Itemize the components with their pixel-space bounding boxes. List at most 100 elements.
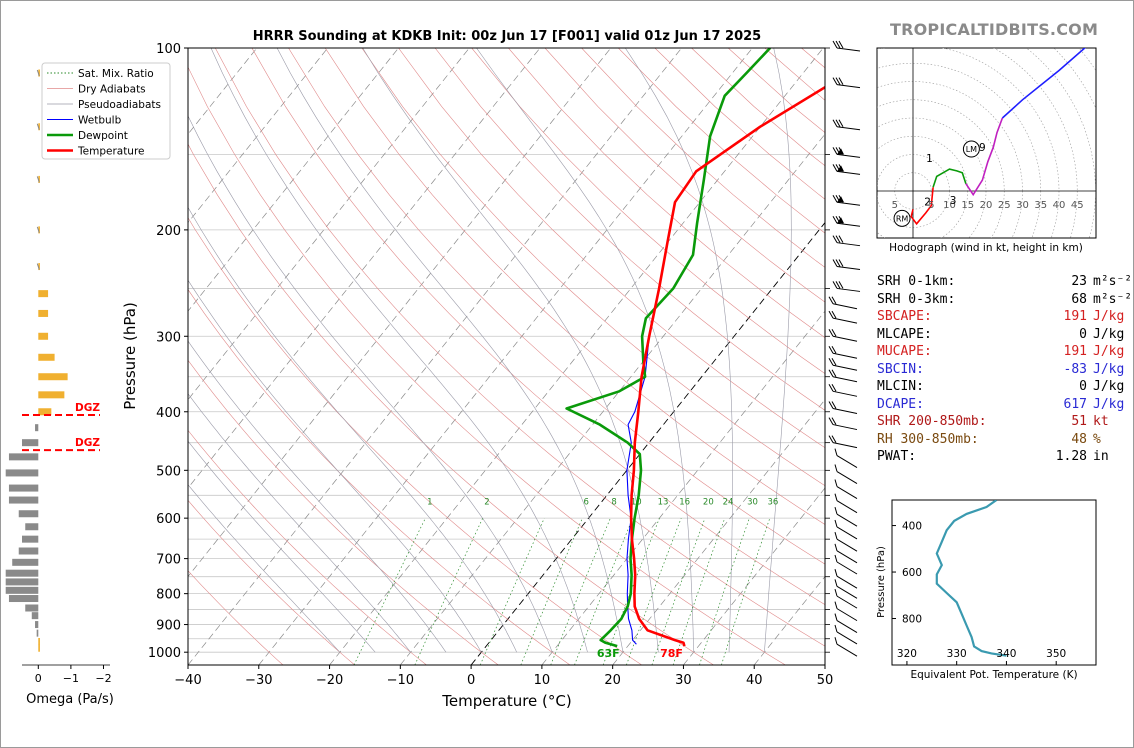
wind-barb xyxy=(832,259,861,271)
stat-unit: J/kg xyxy=(1093,361,1125,377)
wind-barb-staff xyxy=(836,471,858,484)
stat-unit: J/kg xyxy=(1093,326,1125,342)
stat-row: MUCAPE: 191 J/kg xyxy=(877,343,1132,361)
wind-barb xyxy=(834,532,858,552)
wind-barb-pennant xyxy=(837,165,844,172)
wind-barb xyxy=(828,435,858,449)
legend-box xyxy=(41,62,171,160)
mixing-ratio-line xyxy=(626,518,682,665)
stat-value: 191 xyxy=(1063,309,1087,324)
hodograph-tick-label: 5 xyxy=(928,200,934,211)
dry-adiabat xyxy=(398,48,825,449)
omega-x-tick-label: −1 xyxy=(63,672,79,685)
thetae-y-tick-label: 800 xyxy=(902,614,922,626)
wind-barb-flag xyxy=(834,601,838,609)
wind-barb-flag xyxy=(831,369,837,377)
y-tick-label: 600 xyxy=(156,512,181,527)
x-tick-label: 20 xyxy=(604,673,621,688)
wind-barb xyxy=(828,329,858,342)
wind-barb-flag xyxy=(835,281,841,289)
omega-bar xyxy=(38,226,40,234)
pseudoadiabat xyxy=(210,48,588,653)
y-tick-label: 200 xyxy=(156,224,181,239)
mixing-ratio-label: 1 xyxy=(427,497,432,507)
thetae-y-axis-label: Pressure (hPa) xyxy=(876,546,887,618)
omega-bar xyxy=(18,547,39,555)
wind-barb-flag xyxy=(832,259,838,267)
omega-bar xyxy=(38,353,55,361)
omega-bar xyxy=(38,644,40,652)
omega-bar xyxy=(5,569,39,577)
wind-barb xyxy=(832,194,861,206)
mixing-ratio-line xyxy=(721,518,771,665)
wind-barb-staff xyxy=(836,500,858,514)
omega-marker xyxy=(36,226,40,234)
omega-bar xyxy=(25,523,39,531)
wind-barb-flag xyxy=(838,119,844,127)
wind-barb-staff xyxy=(836,153,861,158)
wind-barb-flag xyxy=(828,310,834,319)
stat-unit: J/kg xyxy=(1093,396,1125,412)
hodograph-frame xyxy=(876,47,1097,239)
omega-bar xyxy=(38,408,52,416)
stat-label: PWAT: xyxy=(877,449,917,464)
wind-barb-pennant xyxy=(837,196,844,203)
stat-row: SRH 0-1km: 23 m²s⁻² xyxy=(877,273,1132,291)
x-tick-label: 40 xyxy=(746,673,763,688)
wind-barb-staff xyxy=(836,643,858,657)
wind-barb-staff xyxy=(836,561,858,575)
wind-barb xyxy=(832,281,861,292)
wind-barb-staff xyxy=(832,335,858,342)
omega-bar xyxy=(38,69,40,77)
dry-adiabat xyxy=(188,289,571,665)
omega-bar xyxy=(35,621,39,629)
stat-row: PWAT: 1.28 in xyxy=(877,448,1132,466)
stat-unit: J/kg xyxy=(1093,309,1125,324)
wetbulb-profile xyxy=(626,288,660,645)
x-tick-label: −10 xyxy=(387,673,414,688)
legend-label: Wetbulb xyxy=(78,115,122,127)
stat-row: RH 300-850mb: 48% xyxy=(877,431,1132,449)
wind-barb-flag xyxy=(831,310,837,319)
omega-marker xyxy=(36,176,40,183)
wind-barb-flag xyxy=(828,384,834,392)
hodograph-tick-label: 40 xyxy=(1053,200,1066,211)
hodograph-trace xyxy=(965,117,1004,197)
omega-x-tick-label: −2 xyxy=(95,672,111,685)
wind-barb xyxy=(834,448,858,469)
isotherm-line xyxy=(258,48,753,665)
wind-barb-flag xyxy=(831,435,837,443)
stat-label: DCAPE: xyxy=(877,396,924,412)
mixing-ratio-label: 8 xyxy=(611,497,616,507)
wind-barb-staff xyxy=(832,303,858,310)
wind-barb-staff xyxy=(836,126,861,131)
omega-axis-label: Omega (Pa/s) xyxy=(26,692,114,707)
y-tick-label: 500 xyxy=(156,464,181,479)
wind-barb-flag xyxy=(828,345,834,354)
wind-barb-flag xyxy=(832,194,838,203)
wind-barb-staff xyxy=(836,513,858,527)
wind-barb-flag xyxy=(831,384,837,392)
wind-barb-staff xyxy=(836,222,861,227)
thetae-x-tick-label: 320 xyxy=(897,648,917,660)
wind-barb-flag xyxy=(838,77,844,85)
wind-barb-flag xyxy=(834,569,838,577)
isotherm-line xyxy=(188,48,612,578)
omega-bar xyxy=(31,612,39,620)
wind-barb-flag xyxy=(828,329,834,337)
wind-barb-staff xyxy=(836,620,858,633)
stat-unit: m²s⁻² xyxy=(1093,291,1133,307)
wind-barb-flag xyxy=(834,493,838,501)
y-tick-label: 700 xyxy=(156,553,181,568)
pseudoadiabat xyxy=(764,48,792,653)
x-axis-label: Temperature (°C) xyxy=(441,692,571,710)
omega-bar xyxy=(38,637,40,645)
thetae-x-tick-label: 340 xyxy=(996,648,1016,660)
pseudoadiabat xyxy=(188,206,517,653)
hodograph-motion-marker xyxy=(962,140,980,158)
wind-barb-staff xyxy=(832,424,858,431)
hodograph-tick-label: 35 xyxy=(1034,200,1047,211)
thetae-plot xyxy=(935,500,1007,657)
wind-barb-flag xyxy=(835,40,841,49)
hodograph-plot: 5 5 10 15 20 25 30 35 40 45 1 2 3 9LM RM xyxy=(877,48,1096,238)
